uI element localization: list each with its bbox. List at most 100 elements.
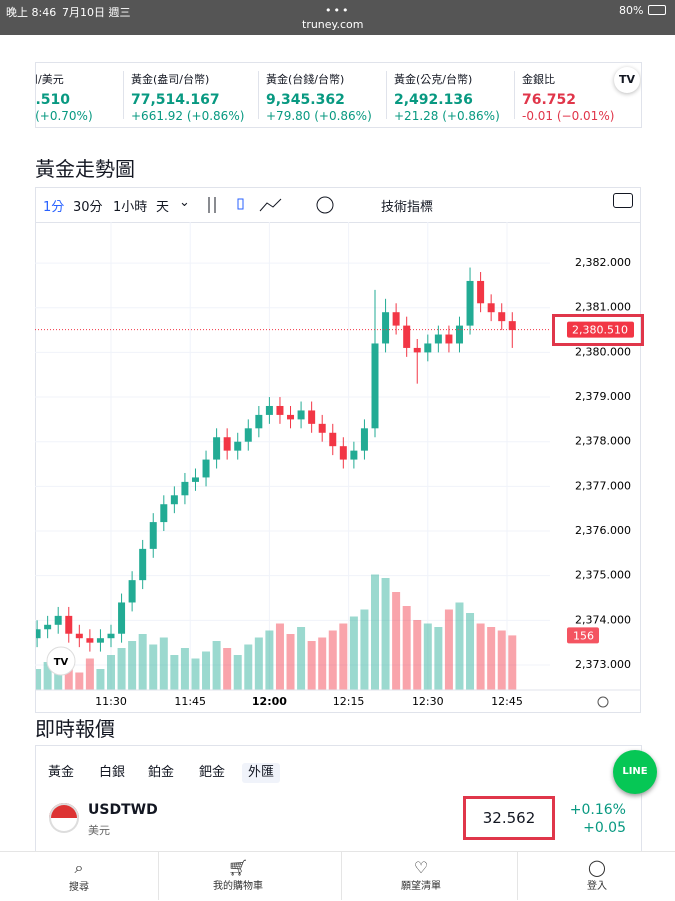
ticker-price: 2,492.136 [394, 92, 473, 108]
settings-icon[interactable] [597, 696, 609, 708]
url[interactable]: truney.com [302, 18, 364, 31]
volume-bar [64, 665, 73, 690]
ticker[interactable]: 盎司/美元 30.51038 (+0.70%) [35, 71, 93, 123]
candle-body [36, 629, 41, 639]
candle-body [234, 441, 242, 451]
volume-bar [254, 637, 263, 690]
candle-body [65, 615, 73, 634]
candle-body [403, 325, 411, 348]
interval[interactable]: 1分 [43, 200, 65, 215]
nav-item[interactable]: ◯ 登入 [517, 852, 675, 900]
tv-badge[interactable] [46, 646, 76, 676]
candle-body [308, 410, 316, 424]
chart: 2,373.000 2,374.000 2,375.000 2,376.000 2,37… [35, 222, 640, 708]
bottom-nav [0, 851, 675, 901]
candle-body [498, 312, 506, 322]
volume-bar [191, 658, 200, 690]
ticker[interactable]: 金銀比 76.752 -0.01 (−0.01%) [514, 71, 614, 123]
tv-logo[interactable]: TV [614, 67, 640, 93]
volume-bar [392, 592, 401, 690]
volume-bar [286, 634, 295, 690]
volume-bar [107, 655, 115, 690]
nav-item[interactable]: ⌕ 搜尋 [0, 852, 158, 900]
ticker-price: 30.510 [35, 92, 71, 108]
candle-body [149, 522, 157, 549]
candle-body [371, 343, 379, 429]
quote-change: +0.05 [583, 820, 626, 836]
nav-label: 登入 [587, 881, 607, 892]
candle-body [107, 633, 115, 639]
interval[interactable]: 30分 [73, 200, 103, 215]
candle-body [445, 334, 453, 344]
volume-bar [307, 641, 316, 690]
candle-body [508, 321, 516, 331]
status-bar: 晚上 8:46 7月10日 週三 ••• truney.com 80% [0, 0, 675, 35]
volume-bar [487, 627, 496, 690]
nav-icon: ♡ [413, 858, 429, 877]
ticker[interactable]: 黃金(盎司/台幣) 77,514.167 +661.92 (+0.86%) [123, 71, 244, 123]
candle-body [318, 423, 326, 433]
ticker-name: 黃金(公克/台幣) [394, 73, 473, 86]
menu-dots[interactable]: ••• [325, 4, 351, 17]
volume-bar [223, 648, 232, 690]
volume-bar [244, 644, 253, 690]
nav-label: 願望清單 [401, 881, 441, 892]
volume-bar [170, 655, 179, 690]
nav-item[interactable]: ♡ 願望清單 [341, 852, 500, 900]
candle-body [255, 414, 263, 429]
icon-candles [237, 198, 244, 210]
battery: 80% [619, 4, 644, 17]
dropdown[interactable]: ⌄ [179, 195, 190, 210]
x-tick-label: 11:30 [95, 695, 127, 708]
nav-label: 我的購物車 [213, 881, 263, 892]
nav-label: 搜尋 [69, 882, 89, 893]
interval[interactable]: 天 [156, 200, 170, 215]
tab[interactable]: 鉑金 [148, 765, 175, 780]
volume-bar [444, 609, 453, 690]
volume-bar [466, 613, 475, 690]
y-tick-label: 2,377.000 [575, 479, 631, 492]
volume-bar [117, 648, 126, 690]
ticker-name: 盎司/美元 [36, 73, 64, 86]
tab[interactable]: 白銀 [99, 765, 126, 780]
nav-icon: ◯ [588, 858, 606, 877]
nav-item[interactable]: 🛒︎ 我的購物車 [158, 852, 317, 900]
ticker-name: 金銀比 [522, 73, 555, 86]
interval[interactable]: 1小時 [113, 200, 148, 215]
x-tick-label: 12:30 [412, 695, 444, 708]
ticker[interactable]: 黃金(公克/台幣) 2,492.136 +21.28 (+0.86%) [386, 71, 500, 123]
candle-body [382, 312, 390, 344]
volume-bar [371, 574, 379, 690]
candle-body [360, 428, 368, 451]
candle-body [455, 325, 463, 344]
candle-body [276, 405, 284, 415]
candle-body [86, 638, 94, 643]
y-tick-label: 2,379.000 [575, 390, 631, 403]
volume-bar [497, 630, 506, 690]
status-date: 7月10日 週三 [62, 6, 131, 19]
plot-area [36, 267, 517, 690]
volume-bar [275, 623, 284, 690]
volume-bar [159, 637, 168, 690]
axes: 2,373.000 2,374.000 2,375.000 2,376.000 2,37… [35, 256, 640, 708]
candle-body [477, 280, 485, 304]
volume-bar [381, 578, 390, 690]
toolbar-icons[interactable] [205, 193, 335, 217]
candle-body [170, 495, 178, 505]
camera-icon[interactable] [613, 193, 633, 208]
chart-toolbar: 1分 30分 1小時 天 ⌄ 技術指標 [35, 187, 640, 223]
volume-bar [233, 655, 242, 690]
ticker-change: +21.28 (+0.86%) [394, 109, 500, 123]
tab[interactable]: 外匯 [242, 763, 281, 783]
tab[interactable]: 鈀金 [199, 765, 226, 780]
status-time: 晚上 8:46 [6, 6, 57, 19]
volume-bar [96, 669, 105, 690]
line-button[interactable]: LINE [613, 750, 657, 794]
us-flag [49, 803, 79, 833]
indicators-button[interactable]: 技術指標 [381, 200, 434, 215]
quote-symbol[interactable]: USDTWD [88, 802, 158, 818]
candle-body [350, 450, 358, 460]
tab[interactable]: 黃金 [48, 765, 75, 780]
volume-bar [339, 623, 348, 690]
ticker[interactable]: 黃金(台錢/台幣) 9,345.362 +79.80 (+0.86%) [258, 71, 372, 123]
